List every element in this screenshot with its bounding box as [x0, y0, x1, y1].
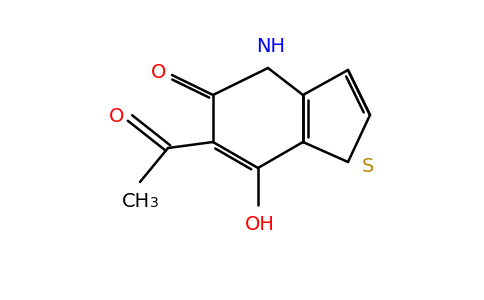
Text: OH: OH: [245, 215, 275, 234]
Text: CH: CH: [122, 192, 150, 211]
Text: O: O: [151, 64, 166, 83]
Text: 3: 3: [150, 196, 159, 210]
Text: NH: NH: [257, 37, 286, 56]
Text: O: O: [108, 106, 124, 125]
Text: S: S: [362, 157, 375, 175]
